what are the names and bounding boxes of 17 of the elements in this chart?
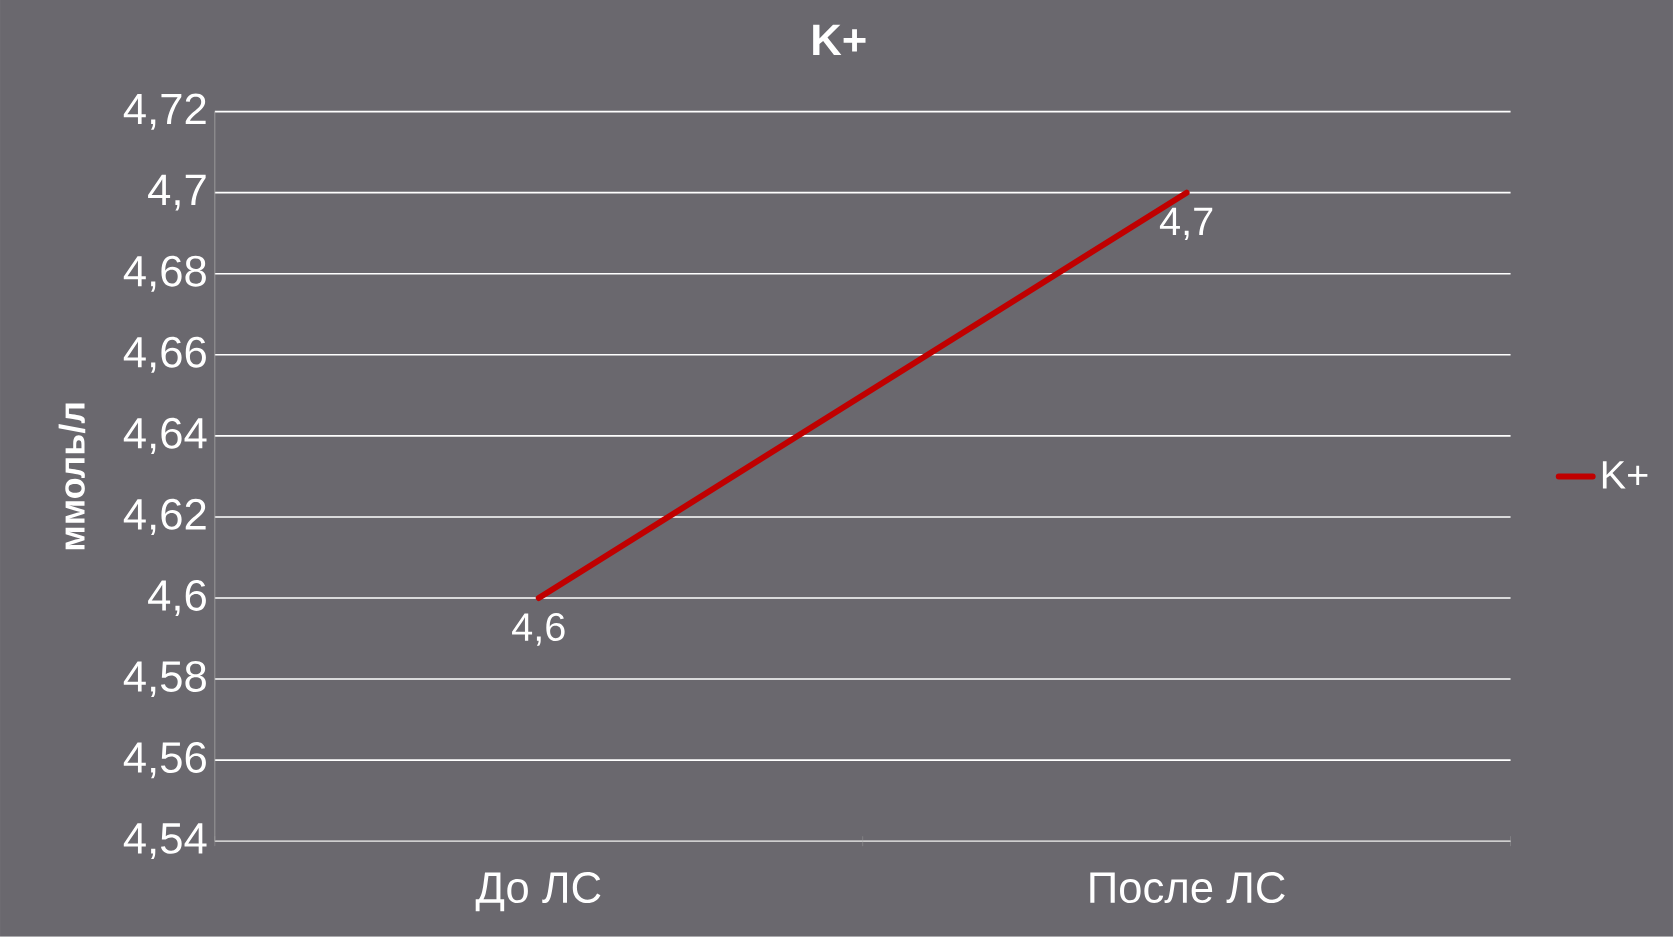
x-tick-label: До ЛС: [475, 872, 601, 912]
x-tick-label: После ЛС: [1090, 872, 1285, 904]
legend-label: K+: [1602, 461, 1648, 489]
y-tick-label: 4,54: [123, 823, 207, 860]
data-label: 4,6: [512, 613, 565, 646]
y-tick-label: 4,56: [123, 742, 206, 779]
y-tick-label: 4,7: [148, 174, 206, 211]
chart-title: K+: [813, 24, 866, 55]
y-tick-label: 4,72: [123, 93, 206, 130]
y-tick-label: 4,6: [148, 579, 206, 617]
data-label: 4,7: [1159, 207, 1213, 241]
y-tick-label: 4,62: [123, 498, 206, 536]
y-axis-title: ммоль/л: [58, 403, 86, 550]
y-tick-label: 4,64: [123, 417, 207, 454]
y-tick-label: 4,68: [123, 255, 206, 292]
y-tick-label: 4,66: [123, 336, 206, 373]
y-tick-label: 4,58: [123, 661, 206, 698]
